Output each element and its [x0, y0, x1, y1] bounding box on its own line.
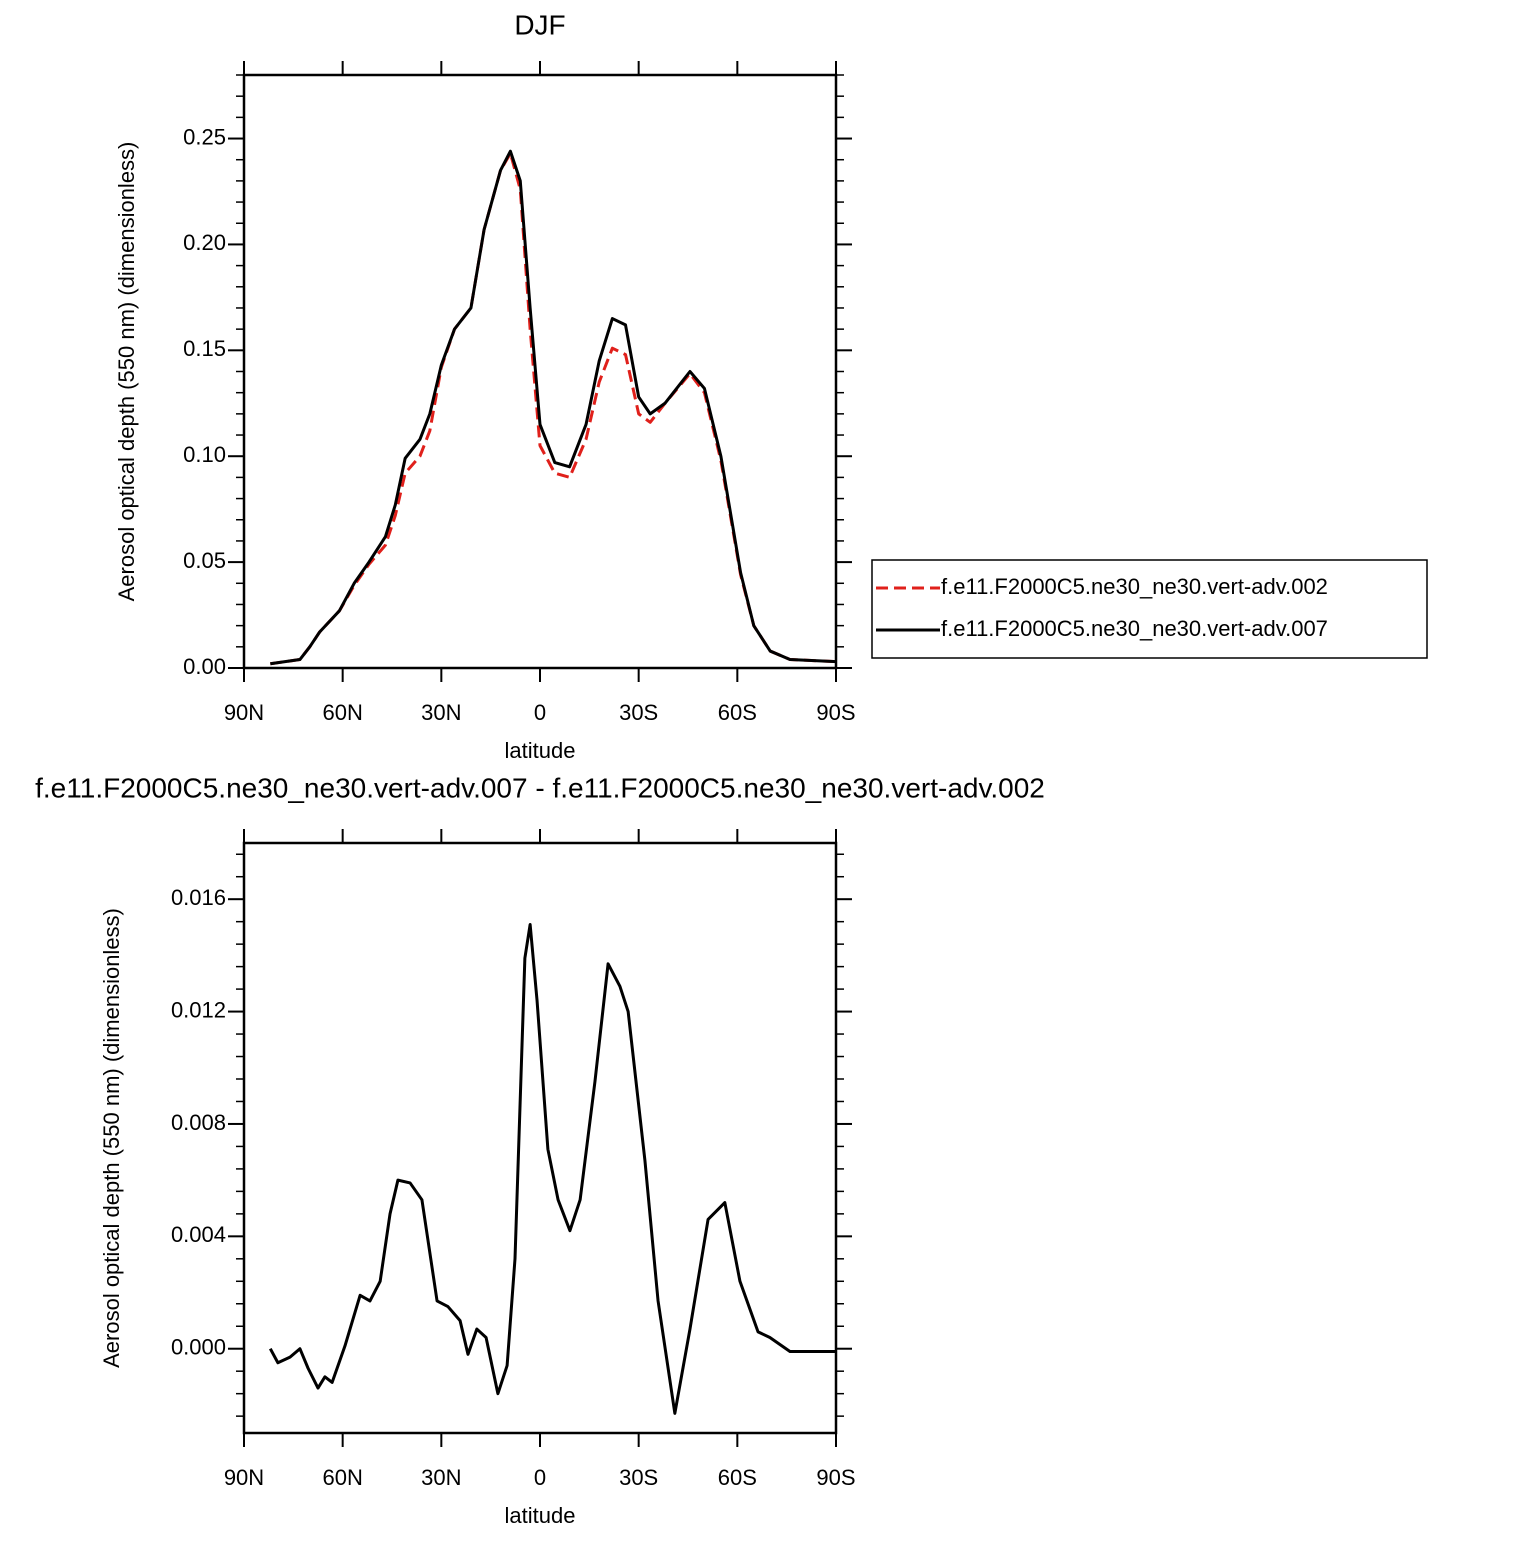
y-tick-label: 0.25: [183, 124, 226, 149]
x-tick-label: 30S: [619, 1465, 658, 1490]
legend-box: [871, 559, 1428, 659]
x-tick-label: 0: [534, 1465, 546, 1490]
x-tick-label: 90N: [224, 1465, 264, 1490]
x-tick-label: 90N: [224, 700, 264, 725]
x-tick-label: 60S: [718, 700, 757, 725]
y-tick-label: 0.004: [171, 1222, 226, 1247]
x-axis-label: latitude: [505, 738, 576, 763]
x-tick-label: 90S: [816, 700, 855, 725]
x-tick-label: 30N: [421, 1465, 461, 1490]
x-tick-label: 60S: [718, 1465, 757, 1490]
y-tick-label: 0.20: [183, 230, 226, 255]
plot-frame: [242, 841, 838, 1435]
data-line: [270, 149, 837, 666]
chart-title: DJF: [514, 9, 565, 40]
x-tick-label: 30N: [421, 700, 461, 725]
data-line: [270, 151, 837, 666]
y-tick-label: 0.05: [183, 548, 226, 573]
x-tick-label: 90S: [816, 1465, 855, 1490]
y-tick-label: 0.012: [171, 997, 226, 1022]
x-tick-label: 60N: [322, 1465, 362, 1490]
data-line: [268, 922, 836, 1415]
x-axis-label: latitude: [505, 1503, 576, 1528]
y-tick-label: 0.008: [171, 1110, 226, 1135]
y-tick-label: 0.016: [171, 885, 226, 910]
x-tick-label: 60N: [322, 700, 362, 725]
y-axis-label: Aerosol optical depth (550 nm) (dimensio…: [99, 908, 124, 1368]
plot-frame: [242, 73, 838, 670]
y-tick-label: 0.10: [183, 442, 226, 467]
y-tick-label: 0.15: [183, 336, 226, 361]
x-tick-label: 0: [534, 700, 546, 725]
x-tick-label: 30S: [619, 700, 658, 725]
legend-label: f.e11.F2000C5.ne30_ne30.vert-adv.002: [941, 574, 1328, 599]
y-axis-label: Aerosol optical depth (550 nm) (dimensio…: [114, 142, 139, 602]
y-tick-label: 0.000: [171, 1335, 226, 1360]
chart-title: f.e11.F2000C5.ne30_ne30.vert-adv.007 - f…: [35, 772, 1045, 803]
y-tick-label: 0.00: [183, 654, 226, 679]
legend-label: f.e11.F2000C5.ne30_ne30.vert-adv.007: [941, 616, 1328, 641]
